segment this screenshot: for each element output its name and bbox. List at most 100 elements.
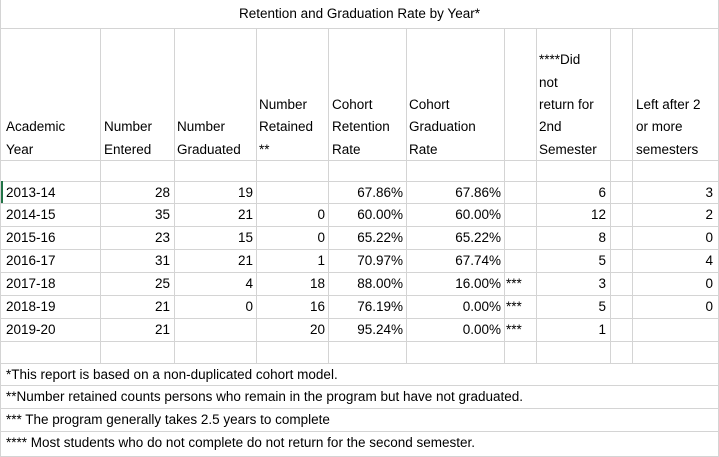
cell-flag[interactable]: *** <box>506 299 522 314</box>
gridline <box>328 28 329 363</box>
header-academic-year-line1[interactable]: Academic <box>6 119 66 134</box>
gridline <box>0 181 719 182</box>
cell-year[interactable]: 2013-14 <box>6 185 56 200</box>
cell-entered[interactable]: 31 <box>154 253 170 268</box>
header-did-not-return-line4[interactable]: 2nd <box>539 119 562 134</box>
cell-graduated[interactable]: 4 <box>245 276 253 291</box>
cell-year[interactable]: 2018-19 <box>6 299 56 314</box>
footnote-1[interactable]: *This report is based on a non-duplicate… <box>6 367 338 382</box>
gridline <box>610 28 611 363</box>
cell-graduated[interactable]: 15 <box>237 230 253 245</box>
gridline <box>0 272 719 273</box>
cell-entered[interactable]: 28 <box>154 185 170 200</box>
gridline <box>0 249 719 250</box>
active-cell-marker <box>1 181 3 203</box>
cell-graduated[interactable]: 0 <box>245 299 253 314</box>
gridline <box>0 0 1 457</box>
cell-graduation[interactable]: 67.86% <box>455 185 501 200</box>
gridline <box>0 363 719 364</box>
cell-year[interactable]: 2014-15 <box>6 207 56 222</box>
cell-year[interactable]: 2015-16 <box>6 230 56 245</box>
header-cohort-graduation-line1[interactable]: Cohort <box>409 97 450 112</box>
cell-did-not-return[interactable]: 1 <box>598 322 606 337</box>
header-number-entered-line1[interactable]: Number <box>104 119 153 134</box>
cell-retained[interactable]: 20 <box>309 322 325 337</box>
gridline <box>504 28 505 363</box>
header-cohort-graduation-line2[interactable]: Graduation <box>409 119 476 134</box>
header-number-retained-line2[interactable]: Retained <box>259 119 314 134</box>
cell-graduated[interactable]: 19 <box>237 185 253 200</box>
header-number-retained-line1[interactable]: Number <box>259 97 308 112</box>
cell-entered[interactable]: 25 <box>154 276 170 291</box>
cell-retention[interactable]: 76.19% <box>357 299 403 314</box>
cell-graduation[interactable]: 0.00% <box>462 299 501 314</box>
cell-did-not-return[interactable]: 12 <box>590 207 606 222</box>
header-did-not-return-line1[interactable]: ****Did <box>539 52 581 67</box>
cell-left[interactable]: 0 <box>705 299 713 314</box>
cell-year[interactable]: 2017-18 <box>6 276 56 291</box>
gridline <box>0 203 719 204</box>
cell-retained[interactable]: 0 <box>317 230 325 245</box>
header-left-after-line3[interactable]: semesters <box>636 142 699 157</box>
header-number-graduated-line2[interactable]: Graduated <box>177 142 241 157</box>
cell-retention[interactable]: 67.86% <box>357 185 403 200</box>
cell-did-not-return[interactable]: 8 <box>598 230 606 245</box>
cell-retained[interactable]: 18 <box>309 276 325 291</box>
cell-left[interactable]: 0 <box>705 230 713 245</box>
header-cohort-retention-line3[interactable]: Rate <box>332 142 361 157</box>
cell-entered[interactable]: 21 <box>154 299 170 314</box>
cell-entered[interactable]: 23 <box>154 230 170 245</box>
cell-did-not-return[interactable]: 5 <box>598 253 606 268</box>
cell-left[interactable]: 3 <box>705 185 713 200</box>
cell-graduation[interactable]: 65.22% <box>455 230 501 245</box>
cell-did-not-return[interactable]: 6 <box>598 185 606 200</box>
header-cohort-graduation-line3[interactable]: Rate <box>409 142 438 157</box>
gridline <box>0 28 719 29</box>
cell-retention[interactable]: 70.97% <box>357 253 403 268</box>
cell-year[interactable]: 2016-17 <box>6 253 56 268</box>
cell-retained[interactable]: 1 <box>317 253 325 268</box>
header-cohort-retention-line2[interactable]: Retention <box>332 119 390 134</box>
cell-year[interactable]: 2019-20 <box>6 322 56 337</box>
cell-left[interactable]: 0 <box>705 276 713 291</box>
gridline <box>0 295 719 296</box>
cell-graduation[interactable]: 16.00% <box>455 276 501 291</box>
header-number-retained-line3[interactable]: ** <box>259 142 270 157</box>
footnote-2[interactable]: **Number retained counts persons who rem… <box>6 389 524 404</box>
gridline <box>0 226 719 227</box>
cell-graduated[interactable]: 21 <box>237 253 253 268</box>
cell-graduation[interactable]: 67.74% <box>455 253 501 268</box>
cell-retention[interactable]: 60.00% <box>357 207 403 222</box>
header-number-graduated-line1[interactable]: Number <box>177 119 226 134</box>
header-number-entered-line2[interactable]: Entered <box>104 142 152 157</box>
cell-graduation[interactable]: 0.00% <box>462 322 501 337</box>
cell-did-not-return[interactable]: 5 <box>598 299 606 314</box>
cell-left[interactable]: 2 <box>705 207 713 222</box>
cell-retained[interactable]: 0 <box>317 207 325 222</box>
header-academic-year-line2[interactable]: Year <box>6 142 34 157</box>
cell-entered[interactable]: 35 <box>154 207 170 222</box>
footnote-4[interactable]: **** Most students who do not complete d… <box>6 435 476 450</box>
header-cohort-retention-line1[interactable]: Cohort <box>332 97 373 112</box>
cell-flag[interactable]: *** <box>506 276 522 291</box>
header-did-not-return-line5[interactable]: Semester <box>539 142 597 157</box>
cell-entered[interactable]: 21 <box>154 322 170 337</box>
header-did-not-return-line3[interactable]: return for <box>539 97 594 112</box>
header-left-after-line2[interactable]: or more <box>636 119 683 134</box>
gridline <box>0 160 719 161</box>
cell-flag[interactable]: *** <box>506 322 522 337</box>
header-did-not-return-line2[interactable]: not <box>539 75 558 90</box>
cell-did-not-return[interactable]: 3 <box>598 276 606 291</box>
cell-retention[interactable]: 65.22% <box>357 230 403 245</box>
footnote-3[interactable]: *** The program generally takes 2.5 year… <box>6 412 330 427</box>
gridline <box>632 28 633 363</box>
cell-graduation[interactable]: 60.00% <box>455 207 501 222</box>
cell-left[interactable]: 4 <box>705 253 713 268</box>
cell-retained[interactable]: 16 <box>309 299 325 314</box>
cell-graduated[interactable]: 21 <box>237 207 253 222</box>
cell-retention[interactable]: 95.24% <box>357 322 403 337</box>
cell-retention[interactable]: 88.00% <box>357 276 403 291</box>
gridline <box>406 28 407 363</box>
header-left-after-line1[interactable]: Left after 2 <box>636 97 701 112</box>
